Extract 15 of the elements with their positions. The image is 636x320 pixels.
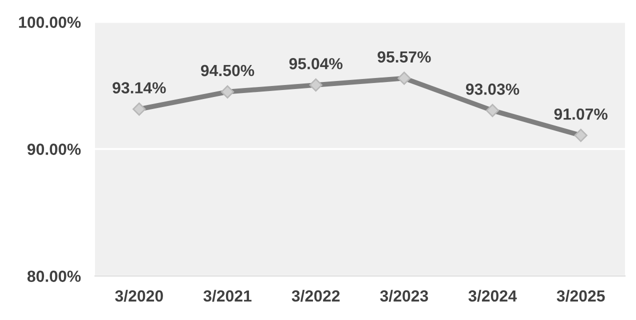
data-label: 95.04% — [289, 58, 342, 70]
data-label: 95.57% — [378, 51, 431, 63]
x-tick-label: 3/2024 — [468, 290, 517, 302]
y-tick-label: 100.00% — [19, 16, 81, 28]
data-label: 93.14% — [112, 82, 166, 94]
data-label: 93.03% — [466, 84, 520, 95]
y-tick-label: 80.00% — [27, 270, 81, 282]
x-tick-label: 3/2021 — [203, 290, 252, 302]
data-label: 94.50% — [200, 64, 254, 76]
x-tick-label: 3/2025 — [556, 290, 605, 302]
x-tick-label: 3/2022 — [292, 290, 340, 302]
data-label: 91.07% — [554, 108, 608, 120]
x-tick-label: 3/2020 — [115, 290, 163, 302]
x-tick-label: 3/2023 — [380, 290, 428, 302]
y-tick-label: 90.00% — [27, 144, 81, 155]
